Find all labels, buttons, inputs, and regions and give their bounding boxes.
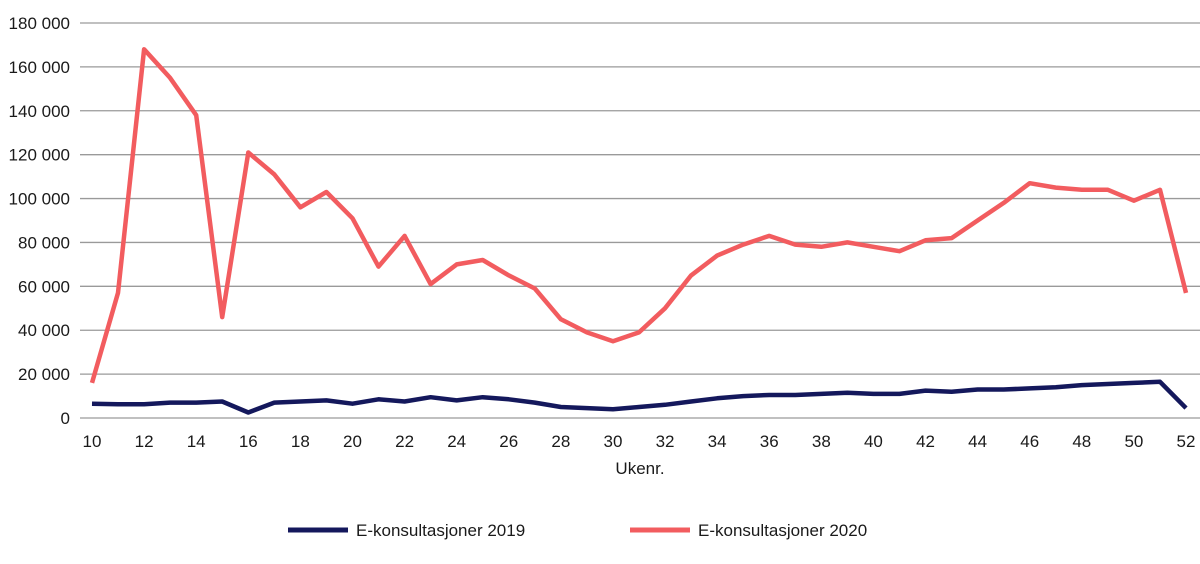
x-tick-label: 38 — [812, 432, 831, 451]
series-lines — [92, 49, 1186, 412]
y-tick-label: 0 — [61, 409, 70, 428]
y-tick-label: 140 000 — [9, 102, 70, 121]
x-tick-label: 28 — [551, 432, 570, 451]
y-tick-label: 180 000 — [9, 14, 70, 33]
y-tick-label: 120 000 — [9, 146, 70, 165]
y-tick-label: 40 000 — [18, 321, 70, 340]
y-axis-ticks: 0 20 000 40 000 60 000 80 000 100 000 120 000 1… — [9, 14, 70, 428]
x-tick-label: 30 — [603, 432, 622, 451]
y-tick-label: 100 000 — [9, 190, 70, 209]
x-tick-label: 26 — [499, 432, 518, 451]
x-axis-label: Ukenr. — [615, 459, 664, 478]
y-tick-label: 80 000 — [18, 233, 70, 252]
legend: E-konsultasjoner 2019 E-konsultasjoner 20… — [288, 521, 867, 540]
x-tick-label: 32 — [656, 432, 675, 451]
x-tick-label: 48 — [1072, 432, 1091, 451]
x-tick-label: 18 — [291, 432, 310, 451]
x-tick-label: 10 — [83, 432, 102, 451]
series-line-2020 — [92, 49, 1186, 383]
x-tick-label: 24 — [447, 432, 466, 451]
x-tick-label: 36 — [760, 432, 779, 451]
legend-item: E-konsultasjoner 2020 — [630, 521, 867, 540]
y-tick-label: 160 000 — [9, 58, 70, 77]
x-tick-label: 14 — [187, 432, 206, 451]
x-tick-label: 52 — [1177, 432, 1196, 451]
x-tick-label: 46 — [1020, 432, 1039, 451]
y-tick-label: 60 000 — [18, 277, 70, 296]
x-tick-label: 16 — [239, 432, 258, 451]
x-tick-label: 40 — [864, 432, 883, 451]
y-tick-label: 20 000 — [18, 365, 70, 384]
x-tick-label: 20 — [343, 432, 362, 451]
x-axis-ticks: 10 12 14 16 18 20 22 24 26 28 30 32 34 36 38 40 42 44 46 48… — [83, 432, 1196, 451]
x-tick-label: 44 — [968, 432, 987, 451]
series-line-2019 — [92, 382, 1186, 413]
gridlines — [80, 23, 1200, 418]
x-tick-label: 22 — [395, 432, 414, 451]
x-tick-label: 34 — [708, 432, 727, 451]
legend-item: E-konsultasjoner 2019 — [288, 521, 525, 540]
x-tick-label: 50 — [1124, 432, 1143, 451]
x-tick-label: 12 — [135, 432, 154, 451]
legend-label: E-konsultasjoner 2020 — [698, 521, 867, 540]
x-tick-label: 42 — [916, 432, 935, 451]
legend-label: E-konsultasjoner 2019 — [356, 521, 525, 540]
